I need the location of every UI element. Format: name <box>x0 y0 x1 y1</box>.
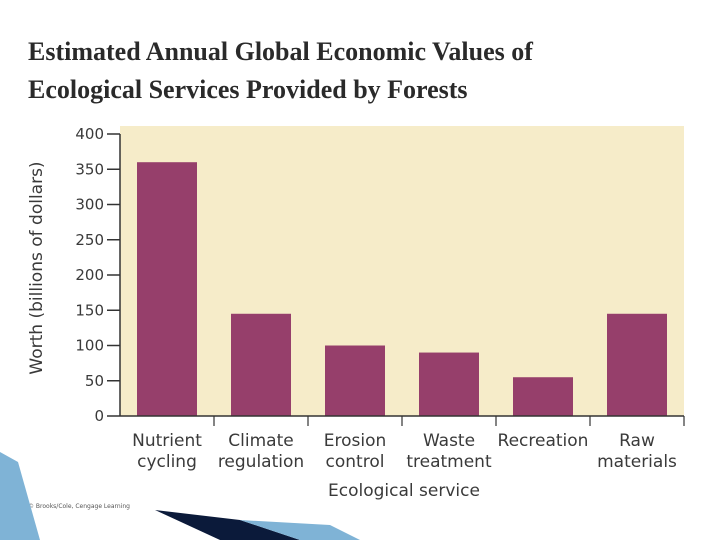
y-tick-label: 0 <box>94 407 104 425</box>
x-category-label: Recreation <box>498 431 589 451</box>
x-category-label: Raw materials <box>597 431 677 472</box>
slide-title-line-1: Estimated Annual Global Economic Values … <box>28 37 533 66</box>
bar-series <box>137 162 667 416</box>
y-tick-label: 50 <box>85 372 104 390</box>
slide-title-line-2: Ecological Services Provided by Forests <box>28 75 468 104</box>
bar <box>419 352 479 416</box>
y-axis: 0 50 100 150 200 250 300 350 400 <box>75 125 121 425</box>
decorative-swoosh-light-2 <box>240 520 360 540</box>
y-tick-label: 350 <box>75 160 104 178</box>
x-axis: Nutrient cycling Climate regulation Erosion c… <box>120 415 685 472</box>
y-tick-label: 200 <box>75 266 104 284</box>
bar <box>137 162 197 416</box>
y-tick-label: 250 <box>75 231 104 249</box>
y-tick-label: 150 <box>75 301 104 319</box>
bar <box>513 377 573 416</box>
x-category-label: Nutrient cycling <box>132 431 202 472</box>
y-tick-label: 100 <box>75 337 104 355</box>
slide-title: Estimated Annual Global Economic Values … <box>28 33 708 109</box>
bar <box>325 345 385 416</box>
x-category-label: Climate regulation <box>218 431 304 472</box>
decorative-swoosh-dark <box>155 510 300 540</box>
x-category-label: Erosion control <box>324 431 387 472</box>
y-tick-label: 400 <box>75 125 104 143</box>
y-axis-title: Worth (billions of dollars) <box>27 161 47 374</box>
bar <box>607 313 667 416</box>
decorative-swoosh-light <box>0 452 40 540</box>
x-axis-title: Ecological service <box>328 481 480 501</box>
y-tick-label: 300 <box>75 196 104 214</box>
plot-background <box>120 126 684 416</box>
x-category-label: Waste treatment <box>406 431 492 472</box>
copyright-credit: © Brooks/Cole, Cengage Learning <box>28 503 130 510</box>
bar <box>231 313 291 416</box>
